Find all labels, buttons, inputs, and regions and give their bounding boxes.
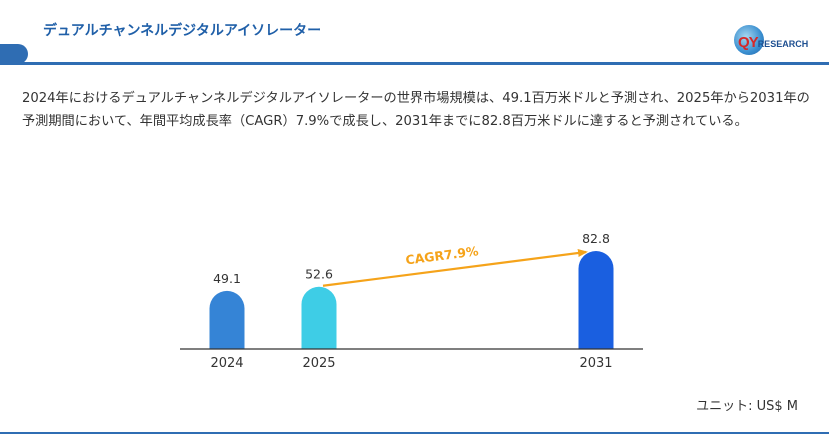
logo-wordmark: QYRESEARCH <box>738 35 808 51</box>
value-label-2031: 82.8 <box>582 231 610 246</box>
logo-globe-icon <box>734 25 764 55</box>
logo-initials: QY <box>738 34 759 51</box>
bar-2024 <box>209 290 245 349</box>
footer-divider <box>0 432 829 434</box>
category-label-2031: 2031 <box>579 356 612 371</box>
unit-label: ユニット: US$ M <box>696 399 798 414</box>
header-accent-tab <box>0 44 28 64</box>
market-summary-text: 2024年におけるデュアルチャンネルデジタルアイソレーターの世界市場規模は、49… <box>22 91 810 129</box>
category-label-2024: 2024 <box>210 356 243 371</box>
header-divider <box>0 62 829 65</box>
cagr-annotation: CAGR7.9% <box>405 243 480 267</box>
bar-2025 <box>301 286 337 349</box>
value-label-2025: 52.6 <box>305 267 333 282</box>
logo-remainder: RESEARCH <box>757 39 809 49</box>
cagr-arrow <box>322 249 588 287</box>
bar-2031 <box>578 251 614 349</box>
value-label-2024: 49.1 <box>213 271 241 286</box>
page-title: デュアルチャンネルデジタルアイソレーター <box>43 23 322 39</box>
qyresearch-logo: QYRESEARCH <box>734 25 814 59</box>
category-label-2025: 2025 <box>302 356 335 371</box>
